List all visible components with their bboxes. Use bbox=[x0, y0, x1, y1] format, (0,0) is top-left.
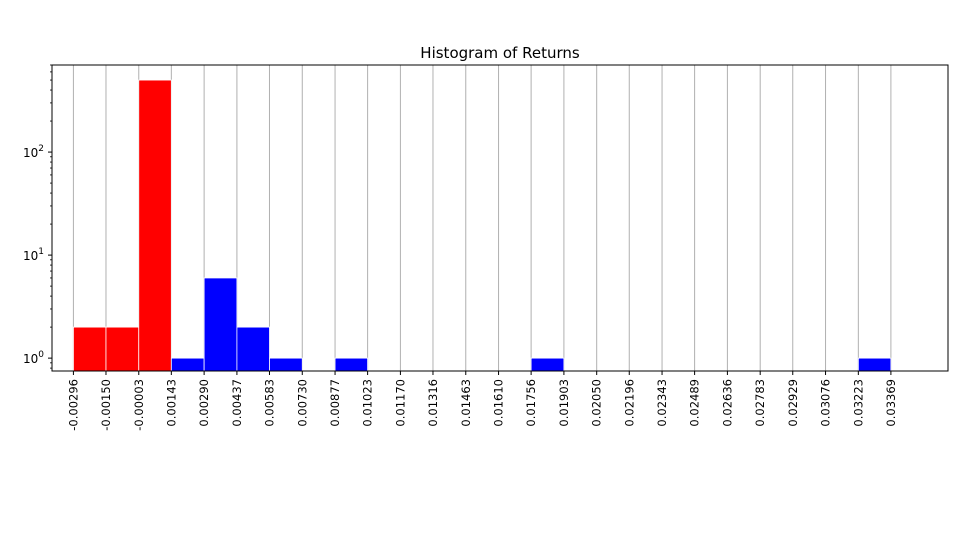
x-tick-label-17: 0.02196 bbox=[622, 379, 636, 427]
x-tick-label-19: 0.02489 bbox=[688, 379, 702, 427]
y-axis-ticks: 100 101 102 bbox=[23, 64, 52, 369]
x-tick-label-4: 0.00290 bbox=[197, 379, 211, 427]
x-tick-label-5: 0.00437 bbox=[230, 379, 244, 427]
y-tick-label-1: 101 bbox=[23, 247, 44, 263]
x-tick-label-0: -0.00296 bbox=[66, 379, 80, 431]
histogram-bar-9 bbox=[857, 357, 892, 372]
x-tick-label-22: 0.02929 bbox=[786, 379, 800, 427]
x-tick-label-3: 0.00143 bbox=[164, 379, 178, 427]
x-tick-label-10: 0.01170 bbox=[393, 379, 407, 427]
histogram-bar-0 bbox=[73, 326, 107, 372]
x-tick-label-14: 0.01756 bbox=[524, 379, 538, 427]
x-tick-label-20: 0.02636 bbox=[720, 379, 734, 427]
plot-frame bbox=[51, 64, 949, 372]
x-tick-label-25: 0.03369 bbox=[884, 379, 898, 427]
y-tick-label-2: 102 bbox=[23, 144, 44, 160]
histogram-bar-1 bbox=[105, 326, 140, 372]
x-tick-label-15: 0.01903 bbox=[557, 379, 571, 427]
x-axis-ticks: -0.00296 -0.00150 -0.00003 0.00143 0.00290 0.… bbox=[66, 371, 898, 431]
x-tick-label-13: 0.01610 bbox=[492, 379, 506, 427]
x-tick-label-8: 0.00877 bbox=[328, 379, 342, 427]
chart-title: Histogram of Returns bbox=[420, 44, 580, 62]
histogram-bar-2 bbox=[138, 79, 172, 372]
histogram-bar-3 bbox=[170, 357, 205, 372]
x-tick-label-2: -0.00003 bbox=[132, 379, 146, 431]
histogram-bar-4 bbox=[203, 277, 238, 372]
x-tick-label-7: 0.00730 bbox=[295, 379, 309, 427]
x-tick-label-1: -0.00150 bbox=[99, 379, 113, 431]
x-tick-label-16: 0.02050 bbox=[590, 379, 604, 427]
x-tick-label-24: 0.03223 bbox=[851, 379, 865, 427]
x-tick-label-9: 0.01023 bbox=[361, 379, 375, 427]
x-tick-label-18: 0.02343 bbox=[655, 379, 669, 427]
histogram-bars bbox=[73, 79, 892, 372]
histogram-bar-8 bbox=[530, 357, 565, 372]
x-tick-label-12: 0.01463 bbox=[459, 379, 473, 427]
x-tick-label-23: 0.03076 bbox=[819, 379, 833, 427]
histogram-bar-5 bbox=[236, 326, 270, 372]
histogram-bar-6 bbox=[269, 357, 303, 372]
y-tick-label-0: 100 bbox=[23, 350, 44, 366]
x-tick-label-11: 0.01316 bbox=[426, 379, 440, 427]
x-tick-label-6: 0.00583 bbox=[262, 379, 276, 427]
grid-lines bbox=[72, 65, 892, 371]
x-tick-label-21: 0.02783 bbox=[753, 379, 767, 427]
histogram-bar-7 bbox=[334, 357, 369, 372]
